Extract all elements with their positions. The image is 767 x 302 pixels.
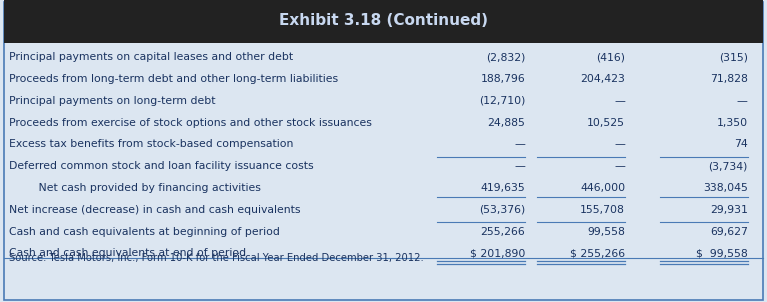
Text: 255,266: 255,266 [481, 226, 525, 236]
Text: Excess tax benefits from stock-based compensation: Excess tax benefits from stock-based com… [9, 140, 294, 149]
Text: 155,708: 155,708 [580, 205, 625, 215]
Text: 99,558: 99,558 [588, 226, 625, 236]
Text: —: — [515, 140, 525, 149]
Text: (3,734): (3,734) [709, 161, 748, 171]
Text: Cash and cash equivalents at end of period: Cash and cash equivalents at end of peri… [9, 248, 246, 259]
Text: (315): (315) [719, 52, 748, 63]
Text: —: — [614, 96, 625, 106]
Text: —: — [515, 161, 525, 171]
Text: 419,635: 419,635 [481, 183, 525, 193]
Text: 188,796: 188,796 [481, 74, 525, 84]
Text: —: — [614, 161, 625, 171]
Text: $ 201,890: $ 201,890 [470, 248, 525, 259]
Text: Net increase (decrease) in cash and cash equivalents: Net increase (decrease) in cash and cash… [9, 205, 301, 215]
Text: Deferred common stock and loan facility issuance costs: Deferred common stock and loan facility … [9, 161, 314, 171]
Text: Proceeds from exercise of stock options and other stock issuances: Proceeds from exercise of stock options … [9, 118, 372, 128]
Text: Net cash provided by financing activities: Net cash provided by financing activitie… [28, 183, 262, 193]
Text: Principal payments on capital leases and other debt: Principal payments on capital leases and… [9, 52, 293, 63]
Text: —: — [614, 140, 625, 149]
Text: (416): (416) [596, 52, 625, 63]
Text: $  99,558: $ 99,558 [696, 248, 748, 259]
Text: Cash and cash equivalents at beginning of period: Cash and cash equivalents at beginning o… [9, 226, 280, 236]
Text: 446,000: 446,000 [580, 183, 625, 193]
Text: Exhibit 3.18 (Continued): Exhibit 3.18 (Continued) [279, 13, 488, 28]
Text: (2,832): (2,832) [486, 52, 525, 63]
Text: Source: Tesla Motors, Inc., Form 10-K for the Fiscal Year Ended December 31, 201: Source: Tesla Motors, Inc., Form 10-K fo… [9, 253, 424, 263]
Text: 29,931: 29,931 [710, 205, 748, 215]
Text: —: — [737, 96, 748, 106]
Text: 74: 74 [734, 140, 748, 149]
Text: 24,885: 24,885 [488, 118, 525, 128]
Text: (53,376): (53,376) [479, 205, 525, 215]
Text: 71,828: 71,828 [710, 74, 748, 84]
Text: (12,710): (12,710) [479, 96, 525, 106]
Text: 204,423: 204,423 [580, 74, 625, 84]
Text: 338,045: 338,045 [703, 183, 748, 193]
Text: 69,627: 69,627 [710, 226, 748, 236]
Text: 10,525: 10,525 [587, 118, 625, 128]
Text: $ 255,266: $ 255,266 [570, 248, 625, 259]
Text: 1,350: 1,350 [716, 118, 748, 128]
Bar [4, 0, 763, 43]
Text: Proceeds from long-term debt and other long-term liabilities: Proceeds from long-term debt and other l… [9, 74, 338, 84]
Text: Principal payments on long-term debt: Principal payments on long-term debt [9, 96, 216, 106]
